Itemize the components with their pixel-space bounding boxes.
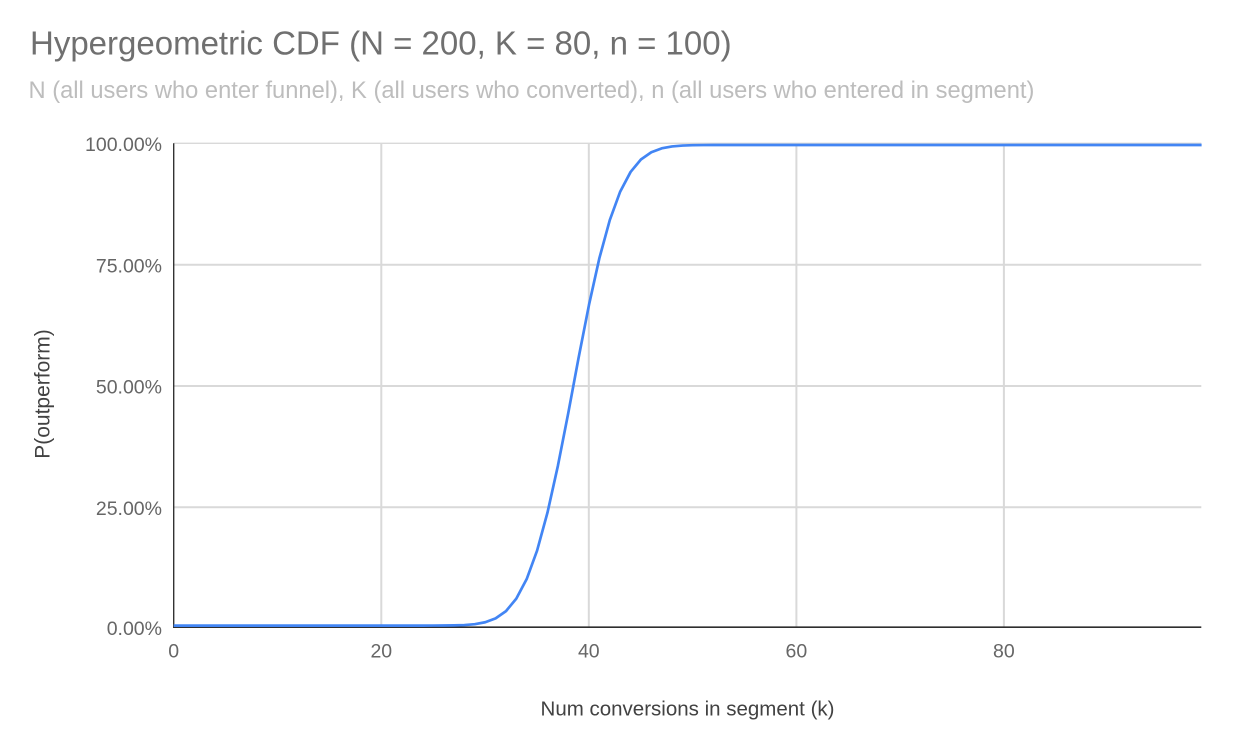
svg-text:60: 60	[786, 640, 808, 662]
svg-text:20: 20	[370, 640, 392, 662]
svg-text:Hypergeometric CDF (N = 200, K: Hypergeometric CDF (N = 200, K = 80, n =…	[30, 24, 732, 61]
svg-text:50.00%: 50.00%	[96, 377, 162, 399]
svg-text:100.00%: 100.00%	[85, 134, 162, 156]
svg-text:0.00%: 0.00%	[107, 618, 162, 640]
svg-text:75.00%: 75.00%	[96, 255, 162, 277]
svg-text:0: 0	[168, 640, 179, 662]
svg-text:P(outperform): P(outperform)	[32, 329, 55, 459]
svg-text:N (all users who enter funnel): N (all users who enter funnel), K (all u…	[29, 78, 1035, 104]
svg-text:25.00%: 25.00%	[96, 498, 162, 520]
svg-text:80: 80	[993, 640, 1015, 662]
svg-text:Num conversions in segment (k): Num conversions in segment (k)	[541, 698, 835, 721]
svg-text:40: 40	[578, 640, 600, 662]
